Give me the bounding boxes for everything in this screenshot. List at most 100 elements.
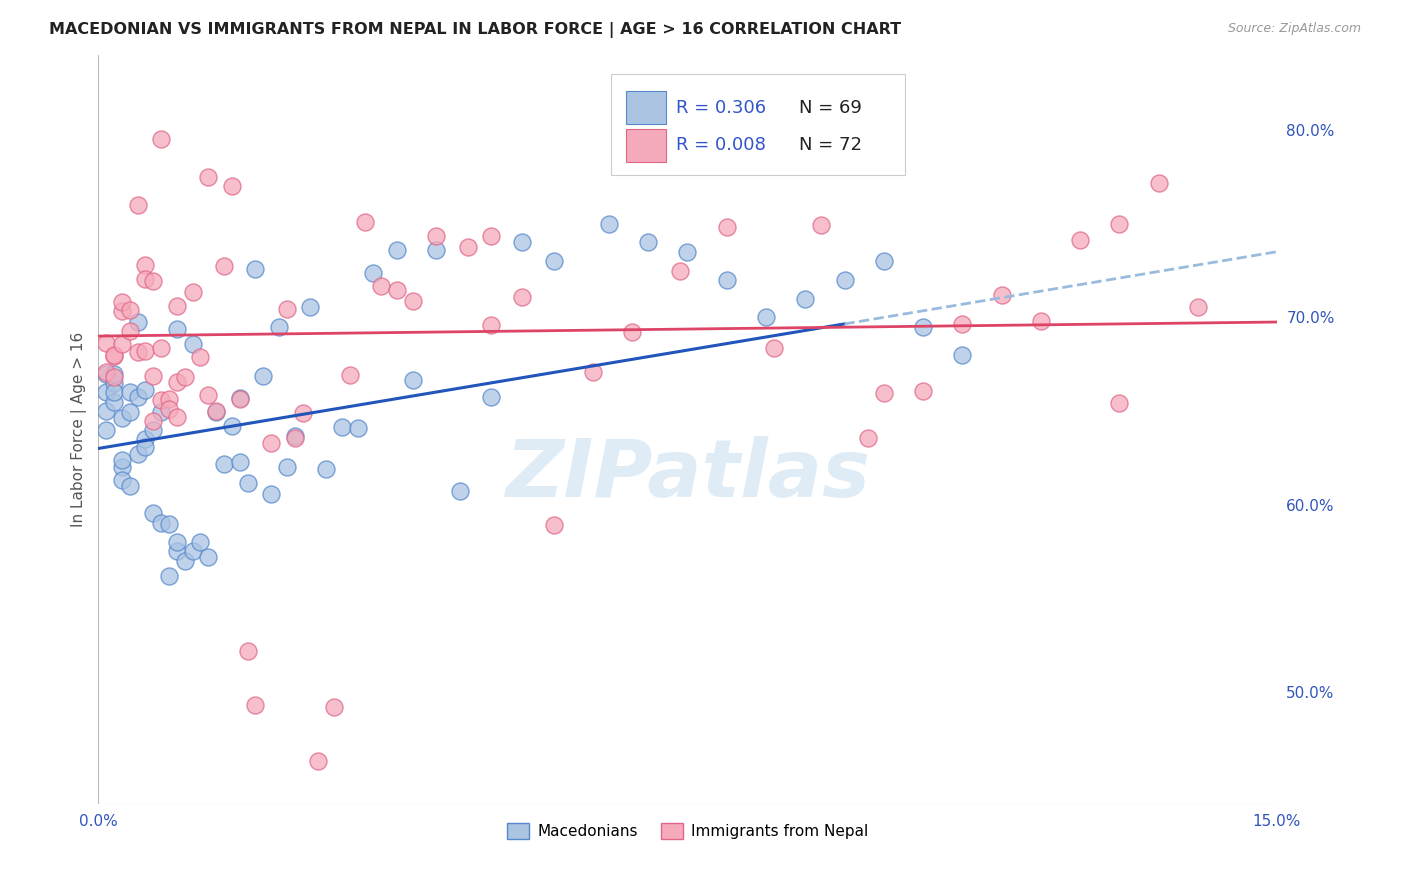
Point xyxy=(221,178,243,193)
Point xyxy=(479,390,502,404)
Point xyxy=(401,373,423,387)
Point xyxy=(950,348,973,362)
Point xyxy=(276,460,298,475)
Point xyxy=(755,310,778,325)
Point xyxy=(197,169,219,184)
FancyBboxPatch shape xyxy=(626,91,666,124)
Point xyxy=(118,478,141,492)
Point xyxy=(810,219,832,233)
Point xyxy=(873,386,896,401)
Point xyxy=(221,419,243,434)
Point xyxy=(111,295,134,310)
Point xyxy=(118,405,141,419)
Point xyxy=(1069,233,1091,247)
Point xyxy=(716,273,738,287)
Point xyxy=(1187,300,1209,314)
Point xyxy=(245,698,267,712)
Point xyxy=(96,365,118,379)
Point xyxy=(142,414,165,428)
Point xyxy=(190,351,212,365)
Point xyxy=(96,404,118,418)
Point xyxy=(150,341,173,355)
Point xyxy=(212,457,235,471)
Point xyxy=(166,375,188,389)
Point xyxy=(157,569,180,583)
Point xyxy=(307,754,329,768)
Point xyxy=(323,700,346,714)
Point xyxy=(762,341,785,355)
Point xyxy=(166,299,188,313)
Point xyxy=(1147,176,1170,190)
Point xyxy=(205,404,228,418)
Point xyxy=(142,423,165,437)
Point xyxy=(166,544,188,558)
Point xyxy=(449,483,471,498)
Point xyxy=(150,516,173,531)
Point xyxy=(330,419,353,434)
Point xyxy=(385,244,408,258)
Point xyxy=(236,644,259,658)
Point xyxy=(181,337,204,351)
Text: N = 72: N = 72 xyxy=(800,136,862,154)
Point xyxy=(111,336,134,351)
Point xyxy=(127,344,149,359)
Point xyxy=(103,385,125,400)
Point xyxy=(173,369,195,384)
Point xyxy=(134,258,156,272)
Point xyxy=(543,254,565,268)
Point xyxy=(912,384,935,399)
Point xyxy=(111,473,134,487)
Point xyxy=(157,392,180,406)
Point xyxy=(425,228,447,243)
Point xyxy=(354,215,377,229)
Point xyxy=(111,452,134,467)
Point xyxy=(361,266,384,280)
Point xyxy=(150,132,173,146)
Point xyxy=(1108,217,1130,231)
Point xyxy=(103,394,125,409)
Point xyxy=(118,324,141,338)
Point xyxy=(197,549,219,564)
Point xyxy=(173,554,195,568)
Point xyxy=(315,462,337,476)
Point xyxy=(284,429,307,443)
Y-axis label: In Labor Force | Age > 16: In Labor Force | Age > 16 xyxy=(72,332,87,527)
Point xyxy=(479,229,502,244)
Point xyxy=(150,405,173,419)
Point xyxy=(96,336,118,351)
Point xyxy=(127,390,149,404)
Point xyxy=(252,368,274,383)
Point xyxy=(103,350,125,364)
Text: Source: ZipAtlas.com: Source: ZipAtlas.com xyxy=(1227,22,1361,36)
Point xyxy=(425,243,447,257)
Text: R = 0.306: R = 0.306 xyxy=(676,99,766,117)
Point xyxy=(166,321,188,335)
Point xyxy=(260,487,283,501)
Point xyxy=(127,315,149,329)
Point xyxy=(512,235,534,250)
Point xyxy=(637,235,659,250)
Point xyxy=(1108,396,1130,410)
Point xyxy=(96,385,118,400)
Point xyxy=(134,344,156,359)
Point xyxy=(111,460,134,475)
Point xyxy=(229,392,252,406)
Point xyxy=(142,506,165,520)
Point xyxy=(118,302,141,317)
Point xyxy=(676,244,699,259)
Point xyxy=(512,290,534,304)
Point xyxy=(284,431,307,445)
Point xyxy=(134,383,156,397)
Text: N = 69: N = 69 xyxy=(800,99,862,117)
Point xyxy=(912,319,935,334)
Point xyxy=(401,294,423,309)
Point xyxy=(346,421,368,435)
Point xyxy=(157,517,180,532)
Text: ZIPatlas: ZIPatlas xyxy=(505,435,870,514)
Point xyxy=(582,365,605,379)
Point xyxy=(598,217,620,231)
Point xyxy=(103,370,125,384)
Point xyxy=(370,279,392,293)
Point xyxy=(339,368,361,383)
Point xyxy=(990,287,1012,301)
